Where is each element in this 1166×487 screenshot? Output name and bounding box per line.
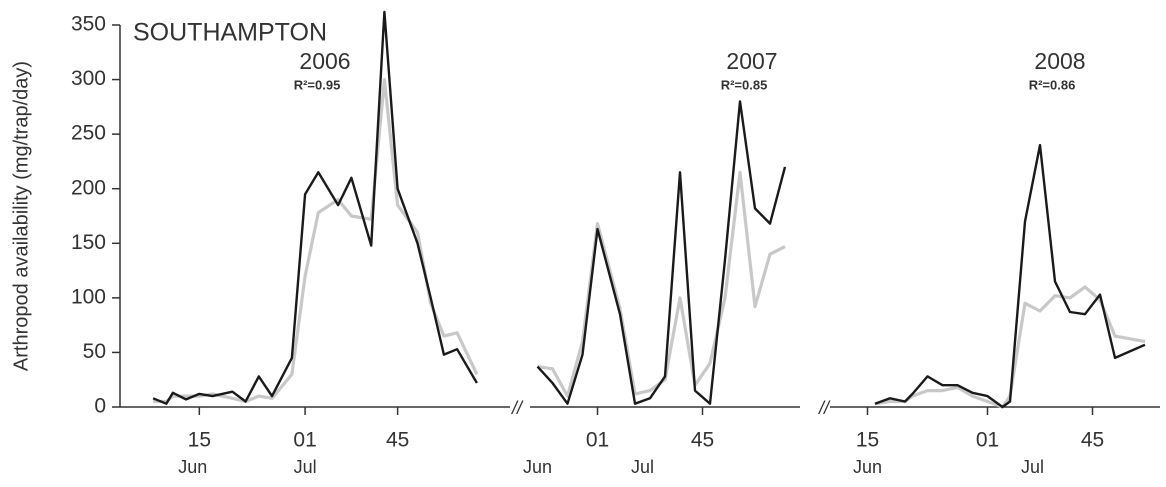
axis-break: // xyxy=(510,398,524,418)
x-tick-label: 01 xyxy=(586,429,609,452)
x-tick-label: 45 xyxy=(386,429,409,452)
y-axis-label: Arthropod availability (mg/trap/day) xyxy=(10,61,32,371)
y-tick-label: 200 xyxy=(71,176,106,199)
month-label: Jun xyxy=(853,457,882,477)
x-tick-label: 15 xyxy=(856,429,879,452)
x-tick-label: 15 xyxy=(188,429,211,452)
y-tick-label: 100 xyxy=(71,285,106,308)
site-title: SOUTHAMPTON xyxy=(133,19,327,47)
x-tick-label: 01 xyxy=(976,429,999,452)
r-squared: R²=0.86 xyxy=(1029,77,1076,92)
y-tick-label: 150 xyxy=(71,231,106,254)
data-line xyxy=(536,100,787,405)
x-tick-label: 45 xyxy=(1081,429,1104,452)
r-squared: R²=0.85 xyxy=(721,77,768,92)
x-tick-label: 45 xyxy=(691,429,714,452)
panel-title: 2007 xyxy=(726,48,777,74)
y-tick-label: 250 xyxy=(71,122,106,145)
data-line xyxy=(537,170,786,398)
month-label: Jun xyxy=(178,457,207,477)
y-tick-label: 350 xyxy=(71,13,106,36)
panel-title: 2008 xyxy=(1034,48,1085,74)
data-line xyxy=(152,10,478,405)
axis-break: // xyxy=(817,398,831,418)
y-tick-label: 50 xyxy=(83,340,106,363)
month-label: Jun xyxy=(523,457,552,477)
month-label: Jul xyxy=(631,457,654,477)
y-tick-label: 0 xyxy=(94,395,106,418)
month-label: Jul xyxy=(1021,457,1044,477)
x-tick-label: 01 xyxy=(293,429,316,452)
data-line xyxy=(153,78,479,404)
panel-title: 2006 xyxy=(299,48,350,74)
r-squared: R²=0.95 xyxy=(294,77,341,92)
data-line xyxy=(874,143,1146,409)
y-tick-label: 300 xyxy=(71,67,106,90)
month-label: Jul xyxy=(294,457,317,477)
